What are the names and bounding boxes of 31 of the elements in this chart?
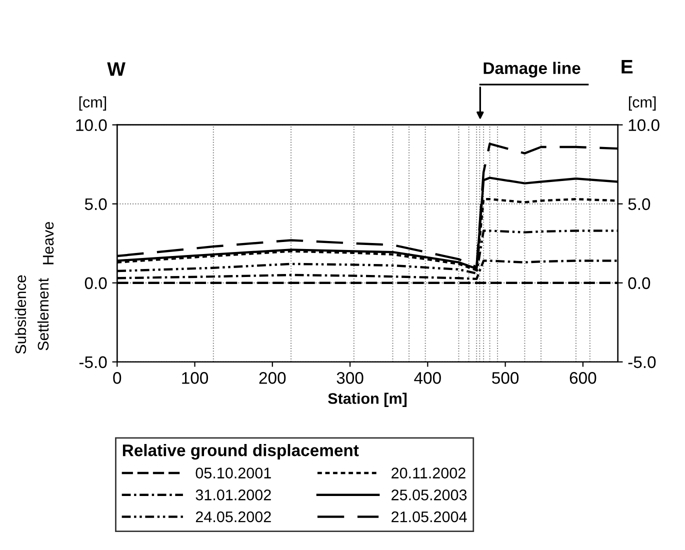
legend-label: 24.05.2002 bbox=[196, 511, 271, 522]
y-tick-label: -5.0 bbox=[79, 356, 107, 368]
y2-tick-label: 10.0 bbox=[628, 119, 660, 132]
x-axis-title: Station [m] bbox=[328, 392, 407, 407]
x-tick-label: 100 bbox=[182, 372, 208, 384]
x-tick-label: 0 bbox=[113, 372, 122, 384]
y-tick-label: 5.0 bbox=[84, 198, 107, 210]
y-axis-title: [cm] bbox=[79, 96, 106, 111]
y-tick-label: 0.0 bbox=[84, 277, 107, 290]
legend-label: 21.05.2004 bbox=[392, 511, 467, 522]
legend-label: 31.01.2002 bbox=[196, 490, 271, 500]
y2-tick-label: 5.0 bbox=[628, 198, 650, 210]
text: E bbox=[622, 60, 633, 74]
legend-title: Relative ground displacement bbox=[122, 444, 359, 460]
legend-label: 05.10.2001 bbox=[196, 468, 271, 478]
text: W bbox=[107, 62, 126, 76]
legend-label: 25.05.2003 bbox=[392, 490, 467, 500]
text: Subsidence bbox=[14, 275, 26, 354]
x-tick-label: 300 bbox=[336, 372, 364, 384]
y2-axis-title: [cm] bbox=[628, 96, 656, 111]
legend-label: 20.11.2002 bbox=[392, 468, 466, 478]
x-tick-label: 400 bbox=[414, 372, 441, 384]
y-tick-label: 10.0 bbox=[76, 119, 107, 132]
y2-tick-label: -5.0 bbox=[628, 356, 656, 368]
x-tick-label: 500 bbox=[492, 372, 519, 384]
text: Heave bbox=[42, 222, 54, 264]
y2-tick-label: 0.0 bbox=[628, 277, 650, 290]
text: Settlement bbox=[37, 278, 49, 350]
x-tick-label: 600 bbox=[570, 372, 596, 384]
text: Damage line bbox=[484, 62, 580, 78]
x-tick-label: 200 bbox=[259, 372, 286, 384]
